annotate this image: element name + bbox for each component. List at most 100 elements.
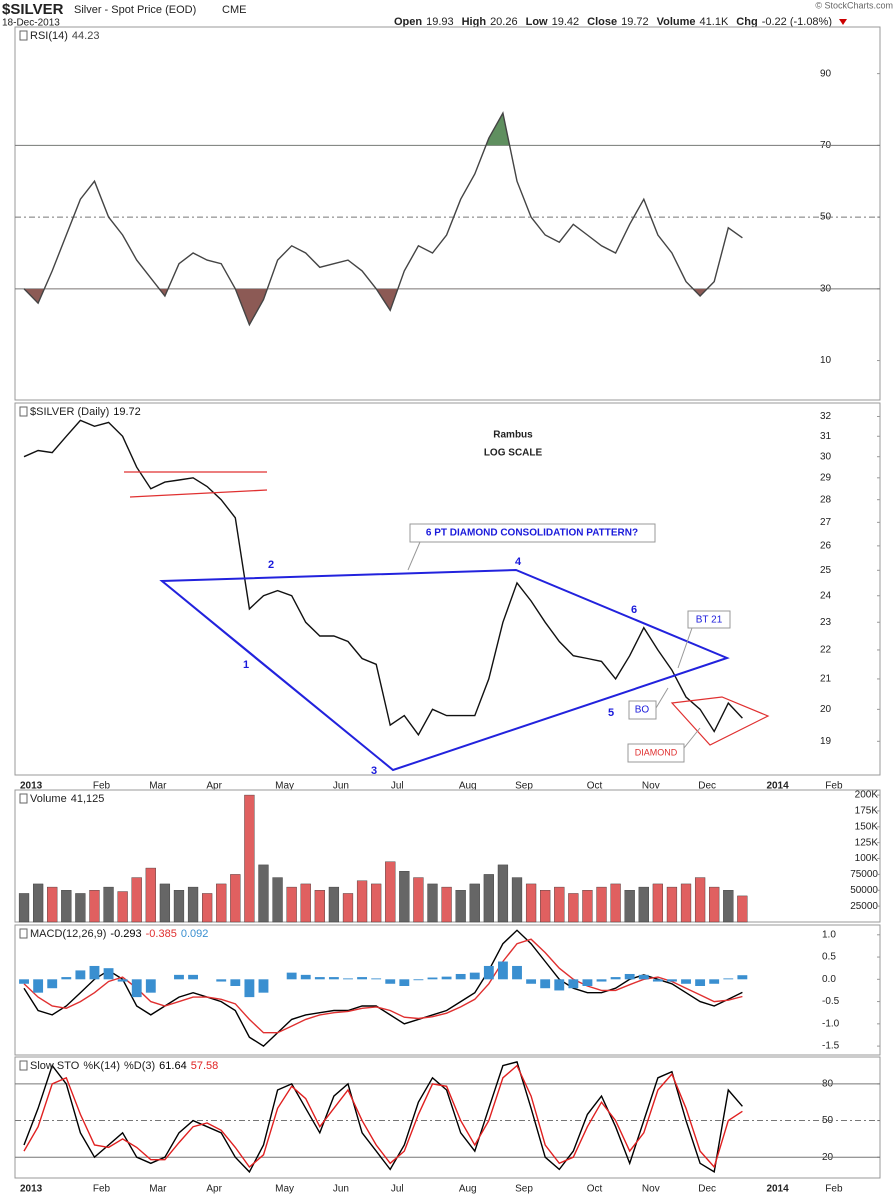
bar <box>652 883 663 923</box>
bar <box>568 893 579 923</box>
quote-value: 19.72 <box>621 16 649 28</box>
y-tick-label: 200K <box>855 790 879 801</box>
bar <box>32 883 44 923</box>
quote-label: Open <box>394 16 422 28</box>
bar <box>497 961 508 980</box>
quote-value: -0.22 (-1.08%) <box>762 16 832 28</box>
legend-value: 19.72 <box>113 406 141 418</box>
x-tick-label: Jun <box>333 1184 349 1195</box>
bar <box>709 979 720 984</box>
bar <box>469 883 480 923</box>
y-tick-label: 23 <box>820 617 832 628</box>
bar <box>610 883 621 923</box>
x-tick-label: Apr <box>206 781 222 792</box>
callout <box>677 627 693 669</box>
bar <box>525 883 537 923</box>
panel-legend: MACD(12,26,9) -0.293 -0.385 0.092 <box>30 928 208 940</box>
bar <box>681 979 691 984</box>
bar <box>455 973 466 980</box>
bar <box>103 968 114 980</box>
annotation: LOG SCALE <box>484 448 543 459</box>
annotation: Rambus <box>493 430 533 441</box>
bar <box>554 979 565 991</box>
y-tick-label: 30 <box>820 451 832 462</box>
legend-title: MACD(12,26,9) <box>30 928 106 940</box>
y-tick-label: 50 <box>820 212 832 223</box>
bar <box>159 883 171 923</box>
x-tick-label: Nov <box>642 1184 660 1195</box>
bar <box>343 978 353 980</box>
x-tick-label: Oct <box>587 781 603 792</box>
y-tick-label: 19 <box>820 736 832 747</box>
y-tick-label: 24 <box>820 590 832 601</box>
bar <box>624 890 635 923</box>
bar <box>188 974 198 980</box>
y-tick-label: 31 <box>820 431 832 442</box>
legend-name: RSI(14) <box>30 30 68 42</box>
copyright: © StockCharts.com <box>815 0 893 10</box>
bar <box>568 979 579 989</box>
bar <box>61 977 72 980</box>
legend-value: -0.293 <box>110 928 141 940</box>
point-label: 1 <box>243 659 249 671</box>
bar <box>314 977 325 980</box>
y-tick-label: 150K <box>855 821 879 832</box>
x-tick-label: Jul <box>391 781 404 792</box>
bar <box>75 970 86 980</box>
callout <box>683 727 701 749</box>
x-tick-label: Feb <box>825 1184 843 1195</box>
quote: Open 19.93 High 20.26 Low 19.42 Close 19.72 Volu… <box>394 16 832 28</box>
point-label: 5 <box>608 707 614 719</box>
x-tick-label: Dec <box>698 1184 716 1195</box>
bar <box>385 861 396 923</box>
bar <box>441 886 452 923</box>
bar <box>610 977 621 980</box>
legend-name: %K(14) <box>83 1060 120 1072</box>
line <box>23 1061 743 1174</box>
y-tick-label: 0.5 <box>822 952 836 963</box>
panel-legend: RSI(14) 44.23 <box>30 30 99 42</box>
bar <box>385 979 396 984</box>
bar <box>47 886 58 923</box>
bar <box>89 890 100 923</box>
callout-box <box>627 743 685 763</box>
bar <box>75 893 86 923</box>
y-tick-label: 0.0 <box>822 974 836 985</box>
bar <box>117 891 128 923</box>
y-tick-label: 10 <box>820 355 832 366</box>
symbol: $SILVER <box>2 1 64 18</box>
x-tick-label: 2014 <box>766 1184 789 1195</box>
legend-value: -0.385 <box>146 928 177 940</box>
bar <box>596 886 607 923</box>
bar <box>737 975 748 980</box>
bar <box>441 976 452 980</box>
y-tick-label: 75000 <box>850 869 878 880</box>
bar <box>399 871 410 923</box>
bar <box>652 979 663 982</box>
quote-value: 19.93 <box>426 16 454 28</box>
legend-icon <box>19 1060 28 1071</box>
bar <box>18 893 30 923</box>
instrument-name: Silver - Spot Price (EOD) <box>74 4 196 16</box>
point-label: 2 <box>268 559 274 571</box>
y-tick-label: 29 <box>820 472 832 483</box>
bar <box>371 883 382 923</box>
bar <box>300 974 311 980</box>
annotation: BT 21 <box>696 615 723 626</box>
line <box>23 938 743 1034</box>
quote-label: Low <box>526 16 548 28</box>
bar <box>526 979 537 984</box>
bar <box>187 886 199 923</box>
x-tick-label: Apr <box>206 1184 222 1195</box>
x-tick-label: May <box>275 781 294 792</box>
bar <box>371 978 382 980</box>
x-tick-label: Feb <box>93 1184 111 1195</box>
x-tick-label: Feb <box>93 781 111 792</box>
bar <box>47 979 58 989</box>
bar <box>483 965 494 980</box>
panel-frame <box>14 1056 881 1179</box>
date: 18-Dec-2013 <box>2 18 60 29</box>
y-tick-label: 28 <box>820 494 832 505</box>
legend-value: 41,125 <box>71 793 105 805</box>
panel-frame <box>14 402 881 776</box>
